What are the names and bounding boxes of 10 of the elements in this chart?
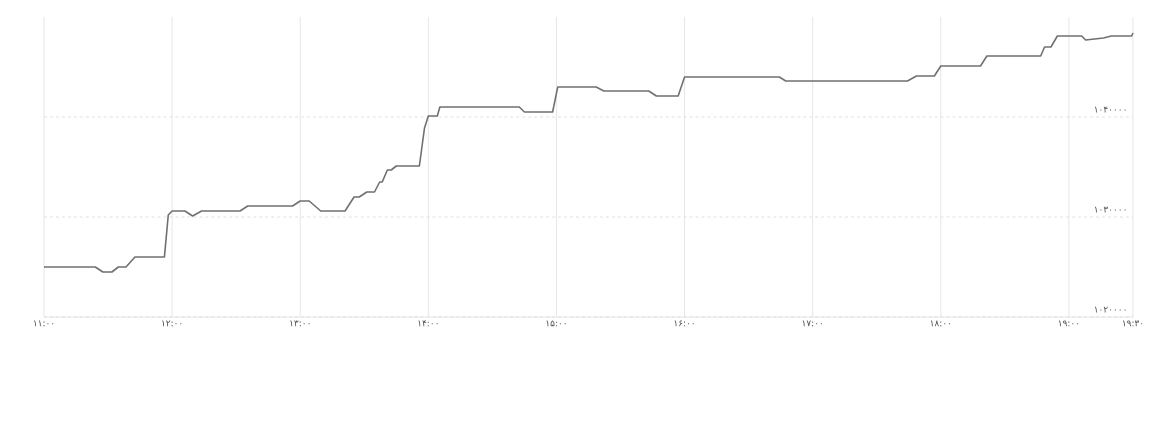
x-tick-label: ۱۳:۰۰ <box>290 320 310 327</box>
x-tick-label: ۱۷:۰۰ <box>802 320 822 327</box>
x-tick-label: ۱۵:۰۰ <box>546 320 566 327</box>
x-tick-label: ۱۹:۰۰ <box>1058 320 1079 327</box>
x-tick-label: ۱۶:۰۰ <box>674 320 694 327</box>
x-tick-label: ۱۲:۰۰ <box>162 320 182 327</box>
x-tick-label: ۱۹:۳۰ <box>1123 320 1143 327</box>
x-tick-label: ۱۴:۰۰ <box>418 320 438 327</box>
x-tick-label: ۱۸:۰۰ <box>930 320 950 327</box>
x-tick-label: ۱۱:۰۰ <box>34 320 54 327</box>
